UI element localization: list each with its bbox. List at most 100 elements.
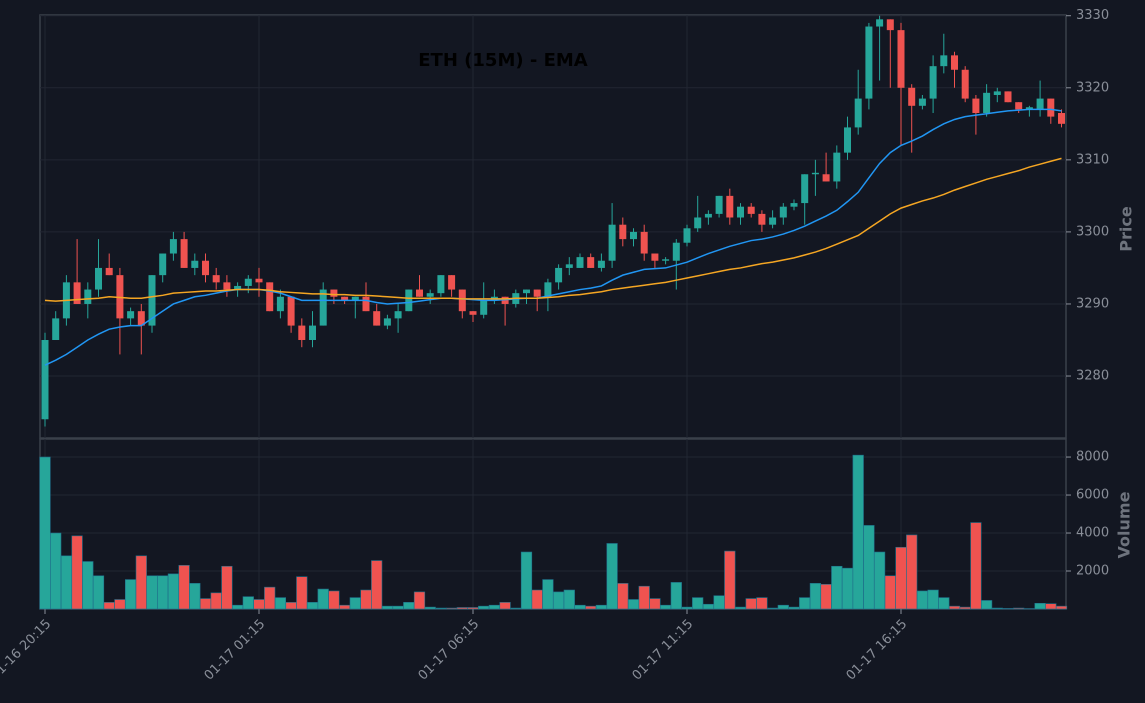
volume-bar (414, 592, 425, 609)
candle-body (42, 340, 49, 419)
volume-bar (532, 590, 543, 609)
volume-bar (832, 566, 843, 609)
volume-bar (564, 590, 575, 609)
volume-bar (671, 582, 682, 609)
volume-bar (243, 597, 254, 609)
volume-bar (404, 602, 415, 609)
volume-bar (799, 598, 810, 609)
volume-bar (511, 608, 522, 609)
candle-body (898, 30, 905, 88)
volume-bar (660, 605, 671, 609)
volume-bar (254, 600, 265, 609)
volume-bar (917, 591, 928, 609)
candle-body (630, 232, 637, 239)
volume-bar (297, 577, 308, 609)
volume-bar (607, 543, 618, 609)
y-tick-label: 3330 (1076, 8, 1109, 23)
candle-body (823, 174, 830, 181)
volume-bar (1003, 608, 1014, 609)
volume-bar (489, 605, 500, 609)
volume-bar (446, 608, 457, 609)
volume-bar (211, 593, 222, 609)
candle-body (737, 207, 744, 218)
volume-bar (628, 600, 639, 609)
volume-bar (618, 583, 629, 609)
y-tick-label: 3310 (1076, 152, 1109, 167)
volume-bar (906, 535, 917, 609)
candle-body (791, 203, 798, 207)
candle-body (330, 290, 337, 297)
volume-bar (885, 576, 896, 609)
candle-body (855, 99, 862, 128)
volume-bar (992, 608, 1003, 609)
candle-body (288, 297, 295, 326)
volume-bar (810, 583, 821, 609)
candle-body (983, 93, 990, 113)
candle-body (598, 261, 605, 268)
candle-body (801, 174, 808, 203)
candle-body (865, 27, 872, 99)
volume-bar (83, 562, 94, 609)
volume-bar (168, 574, 179, 609)
candle-body (191, 261, 198, 268)
candle-body (245, 279, 252, 286)
candle-body (534, 290, 541, 297)
candle-body (181, 239, 188, 268)
candle-body (908, 88, 915, 106)
volume-bar (735, 607, 746, 609)
candle-body (833, 153, 840, 182)
volume-bar (981, 600, 992, 609)
candle-body (159, 254, 166, 276)
candle-body (1015, 102, 1022, 109)
candle-body (459, 290, 466, 312)
volume-bar (949, 606, 960, 609)
volume-bar (960, 607, 971, 609)
volume-bar (468, 607, 479, 609)
candle-body (74, 282, 81, 304)
candle-body (919, 99, 926, 106)
volume-bar (190, 583, 201, 609)
volume-bar (264, 587, 275, 609)
volume-bar (61, 556, 72, 609)
candle-body (405, 290, 412, 312)
volume-bar (842, 568, 853, 609)
candle-body (555, 268, 562, 282)
candle-body (95, 268, 102, 290)
y-tick-label: 3280 (1076, 369, 1109, 384)
volume-bar (286, 602, 297, 609)
candle-body (566, 264, 573, 268)
volume-bar (585, 606, 596, 609)
candle-body (844, 127, 851, 152)
candle-body (876, 19, 883, 26)
volume-bar (350, 598, 361, 609)
volume-bar (757, 598, 768, 609)
volume-bar (72, 536, 83, 609)
volume-bar (115, 600, 126, 609)
candle-body (619, 225, 626, 239)
candle-body (748, 207, 755, 214)
y-tick-label: 3290 (1076, 296, 1109, 311)
candle-body (170, 239, 177, 253)
volume-bar (853, 455, 864, 609)
volume-bar (382, 606, 393, 609)
y-axis-label: Volume (1115, 491, 1134, 558)
volume-bar (1056, 606, 1067, 609)
volume-bar (425, 607, 436, 609)
volume-bar (778, 605, 789, 609)
volume-bar (971, 523, 982, 609)
volume-bar (371, 561, 382, 609)
candle-body (726, 196, 733, 218)
candle-body (309, 326, 316, 340)
volume-bar (639, 586, 650, 609)
candle-body (384, 318, 391, 325)
candle-body (84, 290, 91, 304)
volume-bar (339, 605, 350, 609)
volume-bar (725, 551, 736, 609)
volume-bar (714, 596, 725, 609)
candle-body (673, 243, 680, 261)
volume-bar (478, 606, 489, 609)
candle-body (427, 293, 434, 297)
volume-bar (136, 556, 147, 609)
candle-body (256, 279, 263, 283)
